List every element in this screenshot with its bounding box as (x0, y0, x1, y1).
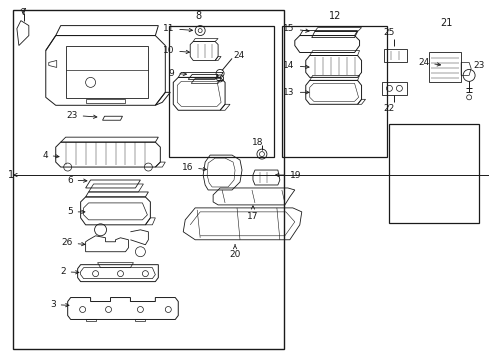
Text: 23: 23 (66, 111, 97, 120)
Bar (282, 26, 387, 157)
Text: 25: 25 (384, 28, 395, 37)
Text: 20: 20 (229, 245, 241, 259)
Text: 18: 18 (252, 138, 264, 147)
Text: 6: 6 (67, 176, 87, 185)
Text: 11: 11 (163, 24, 193, 33)
Text: 24: 24 (418, 58, 441, 67)
Text: 22: 22 (384, 104, 395, 113)
Bar (389, 125, 479, 223)
Text: 15: 15 (283, 24, 309, 33)
Text: 7: 7 (20, 8, 26, 17)
Text: 10: 10 (163, 46, 190, 55)
Text: 2: 2 (60, 267, 79, 276)
Text: 14: 14 (283, 61, 309, 70)
Text: 5: 5 (67, 207, 85, 216)
Text: 26: 26 (61, 238, 85, 247)
Text: 1: 1 (8, 170, 14, 180)
Text: 4: 4 (42, 150, 59, 159)
Text: 16: 16 (182, 163, 206, 172)
Text: 23: 23 (473, 61, 485, 70)
Text: 8: 8 (195, 11, 201, 21)
Text: 12: 12 (328, 11, 341, 21)
Text: 19: 19 (275, 171, 301, 180)
Text: 9: 9 (169, 69, 187, 78)
Bar (13, 10, 284, 348)
Bar (170, 26, 274, 157)
Text: 3: 3 (50, 300, 69, 309)
Text: 17: 17 (247, 206, 259, 221)
Text: 13: 13 (283, 88, 309, 97)
Text: 21: 21 (440, 18, 452, 28)
Text: 24: 24 (233, 51, 245, 60)
